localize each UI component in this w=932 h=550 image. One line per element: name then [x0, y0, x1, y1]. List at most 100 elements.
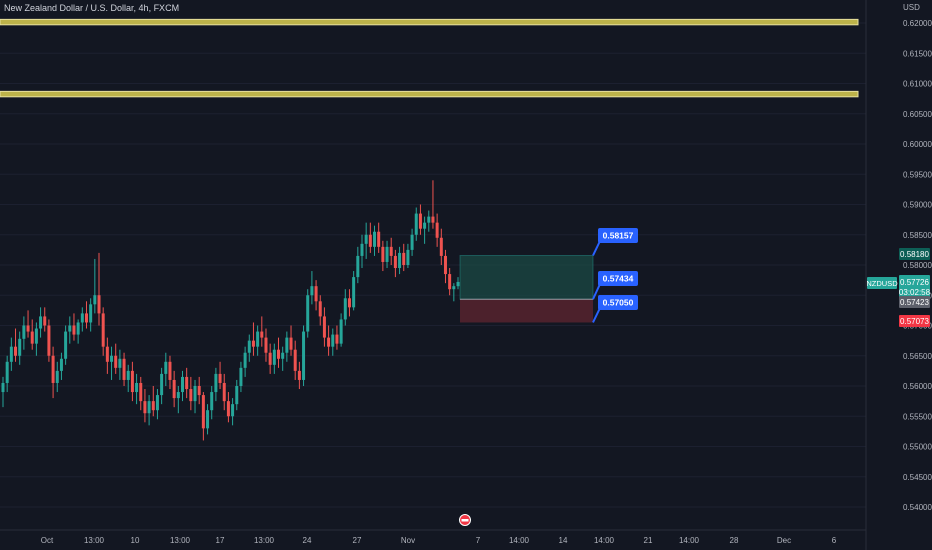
time-tick-label: 13:00	[254, 536, 275, 545]
time-tick-label: Dec	[777, 536, 791, 545]
candle-body	[206, 410, 210, 429]
target-label-box	[598, 228, 638, 243]
candle-body	[364, 234, 368, 244]
candle-body	[443, 255, 447, 275]
candle-body	[385, 246, 389, 262]
candle-body	[393, 255, 397, 269]
stop-label-box	[598, 295, 638, 310]
candle-body	[139, 382, 143, 402]
candle-body	[431, 216, 435, 223]
price-tick-label: 0.59000	[903, 201, 932, 210]
candle-body	[410, 234, 414, 250]
candle-body	[97, 295, 101, 314]
candle-body	[235, 386, 239, 405]
candle-body	[201, 395, 205, 429]
candle-body	[68, 325, 72, 332]
time-tick-label: 6	[832, 536, 837, 545]
symbol-badge: NZDUSD	[866, 279, 898, 288]
candle-body	[452, 286, 456, 290]
candle-body	[264, 337, 268, 353]
candle-body	[389, 246, 393, 256]
candle-body	[39, 316, 43, 329]
time-tick-label: 28	[730, 536, 739, 545]
candle-body	[147, 401, 151, 414]
candle-body	[122, 358, 126, 380]
profit-zone	[459, 255, 594, 300]
candle-body	[281, 352, 285, 359]
candle-body	[72, 325, 76, 335]
candle-body	[331, 334, 335, 347]
candle-body	[155, 395, 159, 411]
currency-label: USD	[903, 3, 920, 12]
candle-body	[285, 337, 289, 353]
time-tick-label: 17	[216, 536, 225, 545]
candle-body	[76, 322, 80, 335]
symbol-badge-box	[867, 277, 897, 289]
candle-body	[272, 349, 276, 365]
candle-body	[368, 234, 372, 247]
candle-body	[297, 370, 301, 380]
candlesticks	[1, 180, 460, 441]
candle-body	[193, 386, 197, 402]
loss-zone	[460, 299, 593, 323]
candle-body	[34, 328, 38, 344]
candle-body	[247, 340, 251, 353]
stop-price-badge-box	[899, 315, 930, 327]
candle-body	[180, 376, 184, 393]
candle-body	[360, 243, 364, 256]
candle-body	[402, 252, 406, 265]
candle-body	[168, 361, 172, 380]
resistance-zones	[0, 18, 859, 98]
candle-body	[64, 331, 68, 359]
time-tick-label: 27	[353, 536, 362, 545]
time-tick-label: 13:00	[84, 536, 105, 545]
candle-body	[214, 373, 218, 393]
candle-body	[130, 370, 134, 393]
price-tick-label: 0.59500	[903, 170, 932, 179]
candle-body	[5, 361, 9, 383]
candle-body	[373, 231, 377, 247]
time-tick-label: 14:00	[509, 536, 530, 545]
candle-body	[1, 382, 5, 393]
candle-body	[160, 373, 164, 396]
candle-body	[164, 361, 168, 374]
candle-body	[114, 355, 118, 368]
stop-label: 0.57050	[603, 298, 634, 308]
resistance-zone	[0, 90, 859, 98]
candle-body	[414, 213, 418, 235]
candle-body	[427, 216, 431, 223]
candle-body	[456, 281, 460, 287]
candle-body	[47, 325, 51, 356]
candle-body	[243, 352, 247, 368]
time-tick-label: 14:00	[594, 536, 615, 545]
candle-body	[222, 382, 226, 402]
candle-body	[314, 286, 318, 302]
symbol-title[interactable]: New Zealand Dollar / U.S. Dollar, 4h, FX…	[4, 3, 180, 13]
time-tick-label: 21	[644, 536, 653, 545]
candle-body	[406, 249, 410, 265]
target-pointer	[592, 240, 601, 256]
position-tool[interactable]: 0.58157 0.57434 0.57050	[459, 228, 638, 323]
candle-body	[377, 231, 381, 247]
event-marker[interactable]	[459, 514, 471, 526]
candle-body	[277, 349, 281, 359]
candle-body	[26, 325, 30, 332]
candle-body	[210, 392, 214, 411]
candle-body	[22, 325, 26, 339]
time-tick-label: 14	[559, 536, 568, 545]
candle-body	[172, 379, 176, 399]
entry-label-box	[598, 271, 638, 286]
time-tick-label: 24	[303, 536, 312, 545]
time-tick-label: 14:00	[679, 536, 700, 545]
entry-pointer	[592, 283, 601, 300]
last-price-box	[899, 275, 930, 298]
candle-body	[55, 370, 59, 383]
candle-body	[327, 337, 331, 347]
candle-body	[347, 298, 351, 308]
candle-body	[110, 355, 114, 362]
time-axis[interactable]: Oct 13:00 10 13:00 17 13:00 24 27 Nov 7 14:00 14 14:…	[0, 529, 866, 545]
candle-body	[268, 352, 272, 365]
time-tick-label: Nov	[401, 536, 415, 545]
candle-body	[239, 367, 243, 386]
